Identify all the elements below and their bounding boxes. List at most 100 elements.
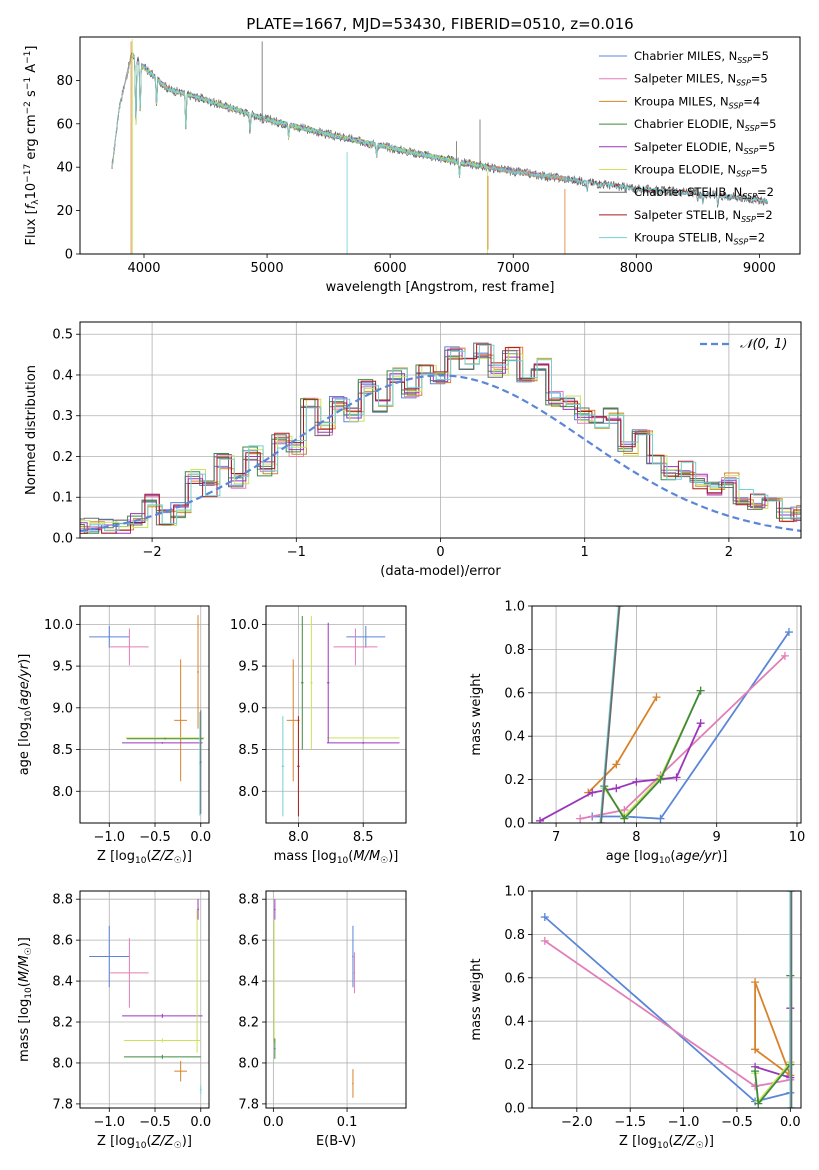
x-tick-label: 9000 bbox=[743, 261, 776, 276]
weight-marker bbox=[751, 1067, 760, 1076]
age-vs-metallicity-panel: −1.0 −0.5 0.0 8.0 8.5 9.0 9.5 10.0 Z [log10(Z/Z☉… bbox=[17, 605, 211, 866]
axes-frame bbox=[79, 605, 210, 824]
weight-lines bbox=[536, 606, 793, 823]
y-tick-label: 20 bbox=[56, 204, 73, 219]
legend-label: Kroupa STELIB, NSSP=2 bbox=[634, 231, 765, 247]
y-tick-label: 0.6 bbox=[504, 686, 525, 701]
weight-marker bbox=[615, 606, 624, 610]
y-tick-label: 0.3 bbox=[52, 409, 73, 424]
y-tick-label: 0.4 bbox=[52, 368, 73, 383]
weight-marker bbox=[576, 814, 585, 823]
axes-frame bbox=[265, 890, 407, 1109]
y-axis-label: mass weight bbox=[469, 673, 484, 755]
weight-marker bbox=[780, 651, 789, 660]
plot-area bbox=[532, 606, 801, 823]
x-tick-label: 8000 bbox=[620, 261, 653, 276]
x-tick-label: 7 bbox=[552, 830, 560, 845]
plot-area bbox=[266, 891, 406, 1108]
y-tick-label: 0.4 bbox=[504, 1015, 525, 1030]
y-tick-label: 8.0 bbox=[52, 1056, 73, 1071]
weight-marker bbox=[597, 819, 606, 823]
y-tick-label: 8.8 bbox=[238, 893, 259, 908]
y-tick-label: 9.0 bbox=[52, 701, 73, 716]
y-tick-label: 8.8 bbox=[52, 893, 73, 908]
axes-frame bbox=[79, 321, 802, 539]
x-tick-label: −1.0 bbox=[93, 1115, 125, 1130]
errorbars bbox=[273, 899, 356, 1098]
y-tick-label: 8.5 bbox=[238, 743, 259, 758]
weight-marker bbox=[672, 773, 681, 782]
weight-marker bbox=[751, 1082, 760, 1091]
y-tick-label: 8.2 bbox=[52, 1016, 73, 1031]
weight-marker bbox=[786, 1104, 795, 1108]
weight-marker bbox=[632, 777, 641, 786]
y-axis-label: mass weight bbox=[469, 958, 484, 1040]
y-axis-label: mass [log10(M/M☉)] bbox=[17, 937, 34, 1062]
weight-marker bbox=[784, 628, 793, 637]
x-axis-label: wavelength [Angstrom, rest frame] bbox=[326, 280, 555, 295]
figure-title: PLATE=1667, MJD=53430, FIBERID=0510, z=0… bbox=[246, 15, 633, 33]
plot-area bbox=[532, 891, 801, 1108]
y-tick-label: 60 bbox=[56, 117, 73, 132]
normal-curve bbox=[80, 374, 801, 532]
y-tick-label: 0.0 bbox=[504, 817, 525, 832]
x-tick-label: 0.0 bbox=[263, 1115, 284, 1130]
y-tick-label: 0.5 bbox=[52, 328, 73, 343]
x-tick-label: −1.0 bbox=[93, 830, 125, 845]
x-tick-label: −0.5 bbox=[139, 1115, 171, 1130]
weight-lines bbox=[540, 891, 796, 1108]
x-tick-label: 6000 bbox=[374, 261, 407, 276]
y-tick-label: 80 bbox=[56, 74, 73, 89]
weight-marker bbox=[620, 814, 629, 823]
x-tick-label: −2 bbox=[143, 545, 162, 560]
y-tick-label: 0.8 bbox=[504, 928, 525, 943]
weight-marker bbox=[751, 1045, 760, 1054]
age-vs-mass-panel: 8.0 8.5 8.0 8.5 9.0 9.5 10.0 mass [log10(M/M☉)] bbox=[230, 605, 407, 866]
y-tick-label: 0.8 bbox=[504, 643, 525, 658]
x-tick-label: 5000 bbox=[251, 261, 284, 276]
grid bbox=[266, 606, 406, 823]
weight-marker bbox=[540, 913, 549, 922]
x-tick-label: 4000 bbox=[127, 261, 160, 276]
histogram-step-kroupa-stelib bbox=[80, 344, 801, 533]
y-tick-label: 8.0 bbox=[238, 785, 259, 800]
weight-marker bbox=[696, 686, 705, 695]
weight-marker bbox=[612, 784, 621, 793]
mass-vs-extinction-panel: 0.0 0.1 7.8 8.0 8.2 8.4 8.6 8.8 E(B-V) bbox=[238, 890, 407, 1149]
weight-line bbox=[600, 606, 621, 823]
legend-label: 𝒩(0, 1) bbox=[740, 337, 787, 352]
y-tick-label: 0.0 bbox=[504, 1102, 525, 1117]
y-axis-label: Flux [fλ10−17 erg cm−2 s−1 A−1] bbox=[23, 46, 41, 246]
x-tick-label: 8.5 bbox=[353, 830, 374, 845]
x-tick-label: 0.0 bbox=[780, 1115, 801, 1130]
x-tick-label: −1.5 bbox=[614, 1115, 646, 1130]
weight-marker bbox=[540, 936, 549, 945]
errorbars bbox=[281, 616, 400, 817]
y-tick-label: 7.8 bbox=[52, 1097, 73, 1112]
legend: Chabrier MILES, NSSP=5 Salpeter MILES, NS… bbox=[599, 49, 776, 247]
spectrum-line-kroupa-stelib bbox=[111, 53, 769, 206]
x-tick-label: −0.5 bbox=[721, 1115, 753, 1130]
y-tick-label: 8.2 bbox=[238, 1016, 259, 1031]
x-tick-label: −2.0 bbox=[561, 1115, 593, 1130]
weight-marker bbox=[787, 891, 796, 895]
y-tick-label: 8.4 bbox=[52, 975, 73, 990]
legend-label: Kroupa ELODIE, NSSP=5 bbox=[634, 163, 768, 179]
axes-frame bbox=[531, 890, 802, 1109]
y-tick-label: 0.6 bbox=[504, 971, 525, 986]
weight-marker bbox=[652, 693, 661, 702]
x-axis-label: Z [log10(Z/Z☉)] bbox=[97, 1134, 192, 1151]
legend: 𝒩(0, 1) bbox=[700, 337, 787, 352]
y-tick-label: 0.2 bbox=[504, 773, 525, 788]
y-axis-label: age [log10(age/yr)] bbox=[17, 654, 34, 776]
y-tick-label: 8.0 bbox=[238, 1056, 259, 1071]
errorbars bbox=[89, 899, 203, 1094]
legend-label: Chabrier STELIB, NSSP=2 bbox=[634, 185, 774, 201]
legend-label: Salpeter ELODIE, NSSP=5 bbox=[634, 140, 775, 156]
histogram-step-salpeter-stelib bbox=[80, 343, 801, 534]
legend-label: Salpeter MILES, NSSP=5 bbox=[634, 72, 768, 88]
x-tick-label: 9 bbox=[713, 830, 721, 845]
y-tick-label: 8.6 bbox=[52, 934, 73, 949]
mass-weight-vs-metallicity-panel: −2.0 −1.5 −1.0 −0.5 0.0 0.0 0.2 0.4 0.6 0.8 1.0 Z [… bbox=[469, 885, 802, 1151]
